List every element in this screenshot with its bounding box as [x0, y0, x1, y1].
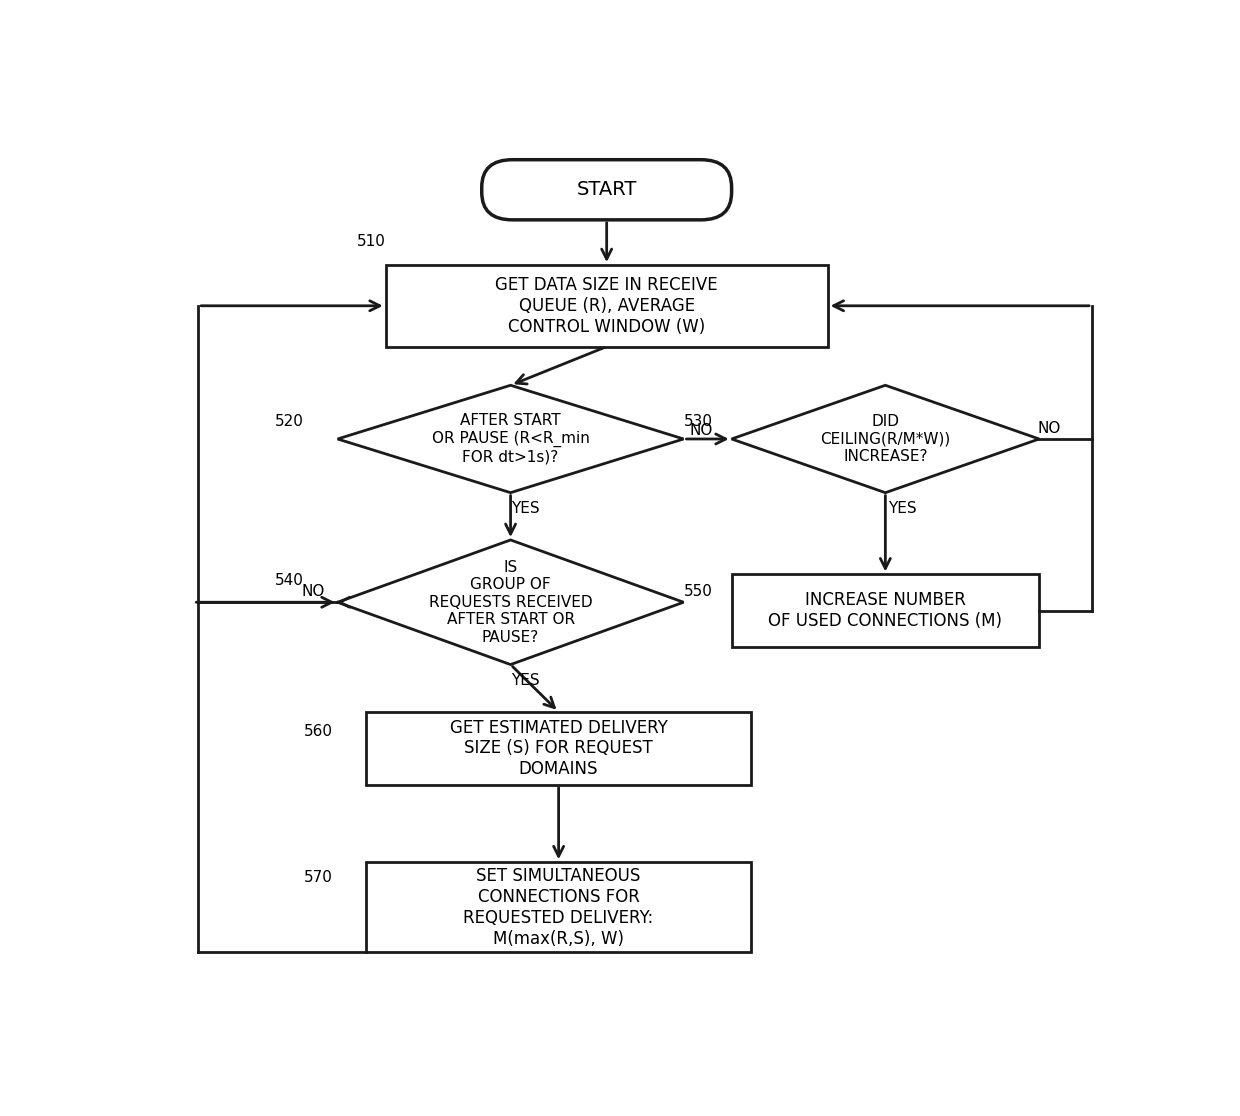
- Polygon shape: [732, 385, 1039, 492]
- Polygon shape: [337, 540, 683, 664]
- Text: NO: NO: [1037, 421, 1060, 436]
- Text: START: START: [577, 181, 637, 200]
- Text: YES: YES: [511, 673, 539, 687]
- Bar: [386, 264, 828, 347]
- Polygon shape: [337, 385, 683, 492]
- Text: NO: NO: [689, 423, 713, 437]
- Text: GET DATA SIZE IN RECEIVE
QUEUE (R), AVERAGE
CONTROL WINDOW (W): GET DATA SIZE IN RECEIVE QUEUE (R), AVER…: [495, 276, 718, 336]
- FancyBboxPatch shape: [481, 160, 732, 220]
- Text: YES: YES: [511, 501, 539, 516]
- Text: 540: 540: [275, 574, 304, 588]
- Text: SET SIMULTANEOUS
CONNECTIONS FOR
REQUESTED DELIVERY:
M(max(R,S), W): SET SIMULTANEOUS CONNECTIONS FOR REQUEST…: [464, 867, 653, 947]
- Bar: [367, 712, 750, 785]
- Bar: [732, 575, 1039, 647]
- Text: NO: NO: [301, 585, 325, 599]
- Text: 510: 510: [357, 234, 386, 249]
- Text: INCREASE NUMBER
OF USED CONNECTIONS (M): INCREASE NUMBER OF USED CONNECTIONS (M): [769, 591, 1002, 631]
- Text: DID
CEILING(R/M*W))
INCREASE?: DID CEILING(R/M*W)) INCREASE?: [820, 414, 951, 464]
- Text: YES: YES: [888, 501, 916, 516]
- Text: IS
GROUP OF
REQUESTS RECEIVED
AFTER START OR
PAUSE?: IS GROUP OF REQUESTS RECEIVED AFTER STAR…: [429, 560, 593, 645]
- Text: GET ESTIMATED DELIVERY
SIZE (S) FOR REQUEST
DOMAINS: GET ESTIMATED DELIVERY SIZE (S) FOR REQU…: [450, 719, 667, 778]
- Text: 560: 560: [304, 723, 332, 739]
- Text: 530: 530: [683, 414, 713, 430]
- Text: 520: 520: [275, 414, 304, 430]
- Text: 570: 570: [304, 869, 332, 885]
- Text: AFTER START
OR PAUSE (R<R_min
FOR dt>1s)?: AFTER START OR PAUSE (R<R_min FOR dt>1s)…: [432, 413, 589, 464]
- Bar: [367, 863, 750, 952]
- Text: 550: 550: [683, 584, 713, 598]
